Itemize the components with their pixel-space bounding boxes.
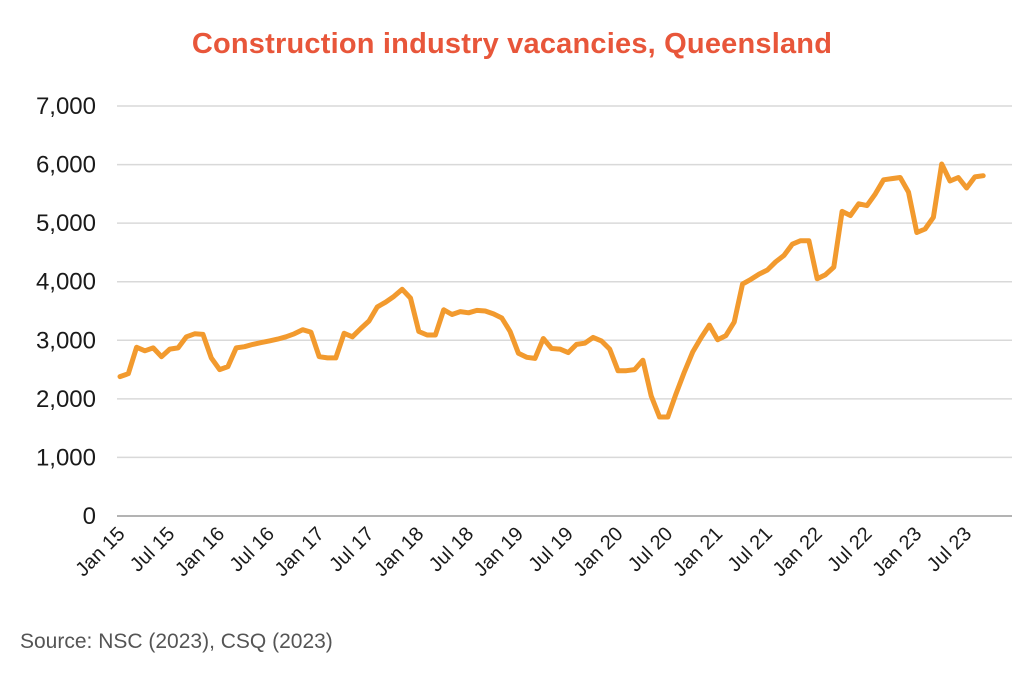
y-axis-ticks: 0 1,000 2,000 3,000 4,000 5,000 6,000 7,000 (36, 93, 96, 530)
x-tick-label: Jul 20 (624, 523, 677, 576)
series-line-vacancies (117, 161, 986, 420)
x-tick-label: Jul 22 (823, 523, 876, 576)
source-note: Source: NSC (2023), CSQ (2023) (20, 630, 333, 653)
x-tick-label: Jan 16 (171, 523, 229, 581)
x-tick-label: Jan 17 (271, 523, 329, 581)
x-tick-label: Jan 18 (370, 523, 428, 581)
x-tick-label: Jan 15 (72, 523, 130, 581)
y-tick-label: 2,000 (36, 386, 96, 413)
y-tick-label: 7,000 (36, 93, 96, 120)
x-tick-label: Jan 21 (669, 523, 727, 581)
x-tick-label: Jul 16 (226, 523, 279, 576)
x-tick-label: Jul 21 (724, 523, 777, 576)
x-tick-label: Jul 15 (126, 523, 179, 576)
chart-title: Construction industry vacancies, Queensl… (191, 28, 833, 60)
x-tick-label: Jul 18 (425, 523, 478, 576)
y-tick-label: 3,000 (36, 327, 96, 354)
series-layer (117, 161, 986, 420)
y-tick-label: 5,000 (36, 210, 96, 237)
x-tick-label: Jan 19 (470, 523, 528, 581)
gridlines (117, 105, 1012, 517)
x-tick-label: Jan 22 (769, 523, 827, 581)
x-tick-label: Jan 23 (868, 523, 926, 581)
x-tick-label: Jul 17 (325, 523, 378, 576)
y-tick-label: 1,000 (36, 444, 96, 471)
y-tick-label: 4,000 (36, 269, 96, 296)
x-tick-label: Jul 23 (923, 523, 976, 576)
y-tick-label: 6,000 (36, 152, 96, 179)
x-tick-label: Jan 20 (570, 523, 628, 581)
x-tick-label: Jul 19 (524, 523, 577, 576)
y-tick-label: 0 (83, 503, 96, 530)
